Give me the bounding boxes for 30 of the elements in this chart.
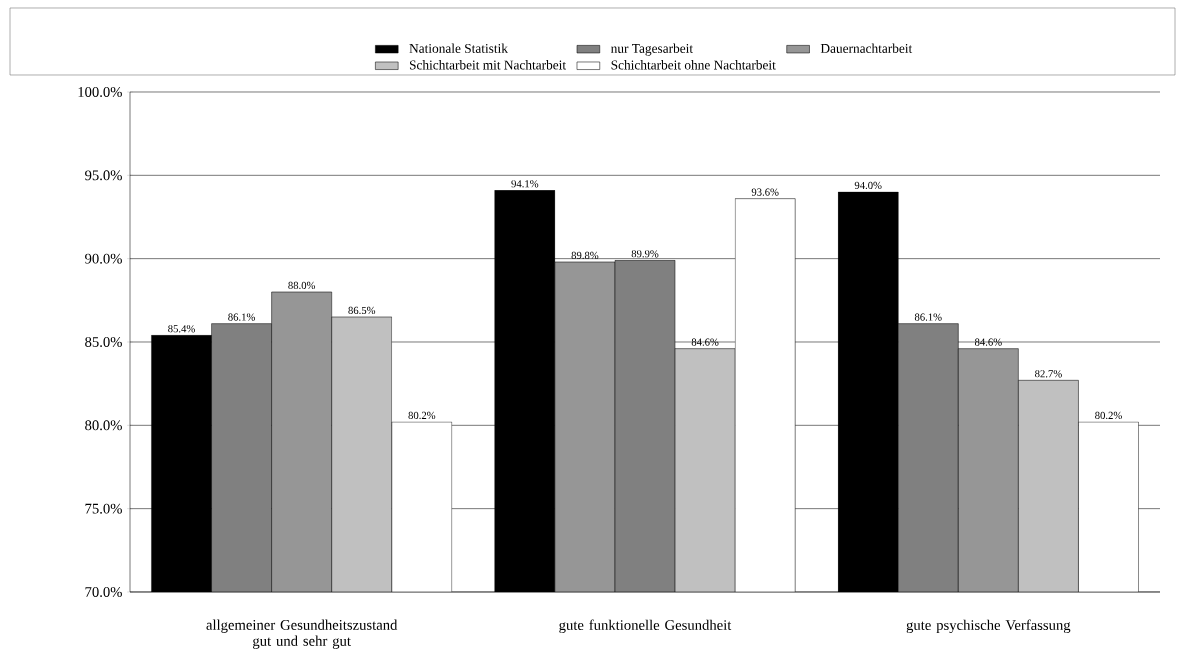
- data-label: 82.7%: [1035, 370, 1062, 378]
- x-tick-label: gute funktionelle Gesundheit: [559, 619, 732, 634]
- data-label: 93.6%: [751, 188, 779, 196]
- legend-label: Dauernachtarbeit: [820, 43, 913, 53]
- y-tick-label: 75.0%: [85, 503, 122, 514]
- data-label: 80.2%: [1095, 411, 1122, 420]
- data-label: 89.9%: [631, 250, 659, 258]
- x-tick-label: allgemeiner Gesundheitszustand gut und sehr gut: [206, 619, 398, 649]
- data-label: 86.1%: [914, 313, 942, 321]
- data-label: 94.0%: [854, 181, 882, 190]
- y-tick-label: 85.0%: [85, 337, 122, 347]
- y-tick-label: 95.0%: [85, 170, 122, 181]
- data-label: 88.0%: [288, 281, 316, 290]
- data-label: 86.5%: [348, 306, 376, 315]
- y-tick-label: 70.0%: [85, 587, 122, 597]
- legend-label: Schichtarbeit ohne Nachtarbeit: [611, 60, 776, 70]
- y-tick-label: 90.0%: [85, 253, 122, 264]
- data-label: 86.1%: [228, 313, 255, 321]
- data-label: 84.6%: [974, 338, 1002, 346]
- data-label: 80.2%: [408, 411, 436, 420]
- y-tick-label: 100.0%: [78, 87, 122, 97]
- legend-label: Schichtarbeit mit Nachtarbeit: [409, 60, 567, 70]
- data-label: 84.6%: [691, 338, 719, 346]
- y-tick-label: 80.0%: [85, 420, 122, 431]
- data-label: 89.8%: [571, 251, 599, 260]
- legend-label: nur Tagesarbeit: [611, 43, 693, 56]
- x-tick-label: gute psychische Verfassung: [906, 619, 1071, 634]
- data-label: 85.4%: [168, 325, 195, 333]
- data-label: 94.1%: [511, 180, 539, 188]
- legend-label: Nationale Statistik: [409, 43, 508, 53]
